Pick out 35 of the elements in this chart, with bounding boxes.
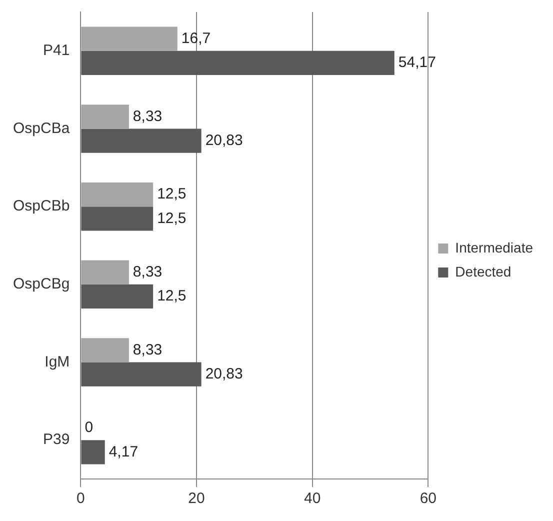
data-label: 20,83 [205, 365, 243, 382]
bar [81, 128, 202, 153]
bar [81, 206, 154, 231]
data-label: 12,5 [157, 186, 186, 203]
legend-label: Detected [455, 263, 512, 280]
bar [81, 440, 105, 464]
data-label: 16,7 [181, 30, 211, 47]
bar [81, 50, 394, 76]
bar [81, 284, 154, 309]
bar [81, 362, 202, 386]
y-tick-label: OspCBa [12, 120, 70, 137]
data-label: 8,33 [132, 108, 162, 125]
data-label: 54,17 [398, 54, 436, 72]
data-label: 12,5 [157, 288, 186, 305]
legend-label: Intermediate [455, 239, 534, 256]
data-label: 8,33 [132, 341, 162, 358]
x-tick-label: 40 [304, 490, 321, 508]
x-tick-label: 0 [76, 490, 85, 508]
y-tick-label: OspCBb [12, 198, 70, 215]
data-label: 0 [84, 419, 94, 436]
data-label: 8,33 [132, 263, 162, 280]
bar [81, 26, 178, 51]
y-tick-label: P41 [42, 42, 70, 60]
bar [81, 104, 129, 129]
bar [81, 182, 154, 207]
bar [81, 260, 129, 284]
y-tick-label: P39 [42, 431, 70, 448]
x-tick-label: 60 [420, 490, 437, 508]
data-label: 12,5 [157, 210, 186, 227]
data-label: 4,17 [108, 443, 138, 460]
y-tick-label: IgM [44, 353, 70, 370]
bar [81, 338, 129, 362]
data-label: 20,83 [205, 132, 243, 149]
x-tick-label: 20 [188, 490, 205, 508]
y-tick-label: OspCBg [12, 276, 70, 293]
